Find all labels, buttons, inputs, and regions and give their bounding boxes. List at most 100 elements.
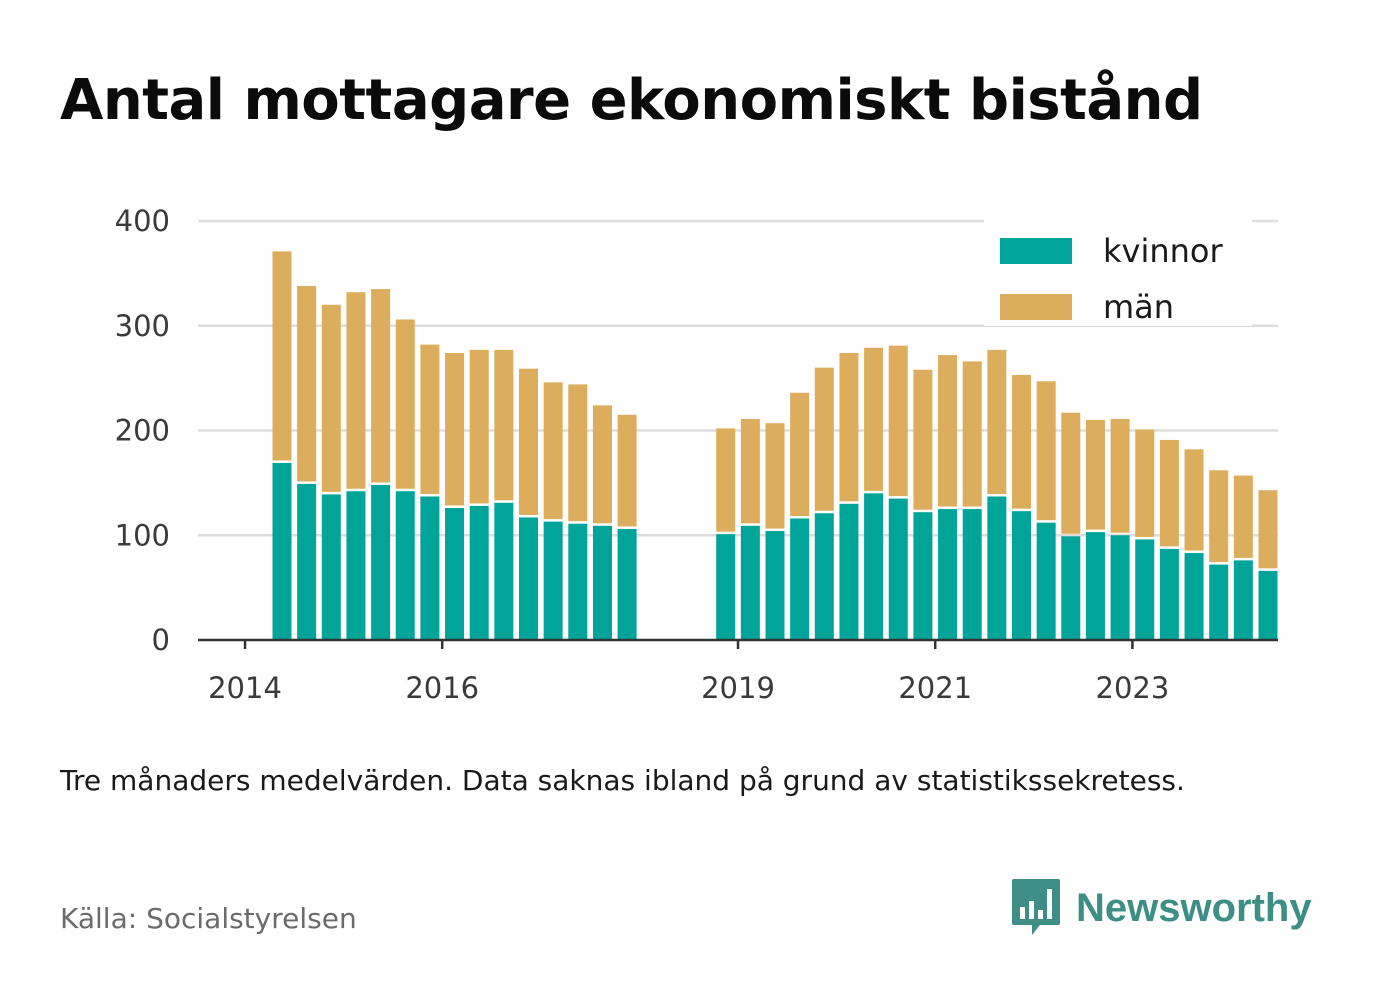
bar-man [1209, 470, 1229, 563]
bar-man [1012, 374, 1031, 509]
bar-kvinnor [321, 494, 341, 640]
bar-kvinnor [1209, 564, 1229, 640]
bars [272, 251, 1278, 640]
bar-man [445, 352, 465, 506]
bar-kvinnor [888, 498, 908, 640]
bar-kvinnor [1258, 570, 1278, 640]
bar-kvinnor [371, 484, 391, 640]
bar-kvinnor [1012, 511, 1031, 640]
bar-kvinnor [469, 505, 489, 640]
bar-man [1036, 381, 1056, 521]
legend-label-man: män [1103, 288, 1174, 326]
chart-title: Antal mottagare ekonomiskt bistånd [60, 68, 1203, 133]
bar-man [1233, 475, 1253, 558]
x-tick-label: 2014 [208, 671, 282, 705]
bar-kvinnor [938, 509, 958, 640]
bar-man [765, 423, 785, 529]
source-label: Källa: Socialstyrelsen [60, 902, 357, 935]
bar-kvinnor [913, 512, 933, 640]
legend-swatch-man [1000, 294, 1072, 320]
bar-man [346, 292, 366, 489]
bar-man [592, 405, 612, 524]
x-tick-label: 2016 [405, 671, 479, 705]
bar-kvinnor [987, 496, 1007, 640]
bar-kvinnor [740, 525, 760, 640]
bar-kvinnor [395, 491, 415, 640]
bar-man [814, 367, 834, 511]
bar-kvinnor [1135, 539, 1155, 640]
bar-man [913, 369, 933, 510]
y-tick-label: 200 [115, 414, 170, 448]
bar-kvinnor [568, 523, 588, 640]
bar-man [543, 382, 563, 520]
bar-man [987, 349, 1007, 494]
bar-man [1159, 439, 1179, 547]
bar-kvinnor [272, 462, 292, 640]
newsworthy-logo-icon [1012, 879, 1060, 935]
x-tick-label: 2019 [701, 671, 775, 705]
y-axis-ticks: 0 100 200 300 400 [115, 204, 170, 657]
bar-man [519, 368, 538, 515]
bar-kvinnor [519, 517, 538, 640]
bar-kvinnor [1110, 535, 1130, 640]
bar-kvinnor [1036, 522, 1056, 640]
brand-logo[interactable]: Newsworthy [1010, 876, 1312, 940]
y-tick-label: 100 [115, 518, 170, 552]
bar-man [1061, 412, 1081, 534]
bar-man [839, 352, 859, 502]
bar-kvinnor [790, 518, 810, 640]
bar-kvinnor [1233, 560, 1253, 640]
bar-kvinnor [814, 513, 834, 640]
legend: kvinnor män [984, 218, 1252, 326]
bar-man [420, 344, 440, 494]
bar-kvinnor [962, 509, 982, 640]
bar-man [938, 355, 958, 507]
bar-man [617, 414, 637, 527]
y-tick-label: 300 [115, 309, 170, 343]
bar-man [1110, 418, 1130, 533]
bar-kvinnor [346, 491, 366, 640]
bar-man [494, 349, 514, 501]
bar-man [395, 319, 415, 489]
x-tick-label: 2023 [1096, 671, 1170, 705]
bar-kvinnor [297, 483, 317, 640]
bar-man [716, 428, 736, 532]
bar-man [1258, 490, 1278, 569]
bar-man [864, 347, 884, 491]
bar-kvinnor [1159, 548, 1179, 640]
y-tick-label: 400 [115, 204, 170, 238]
bar-kvinnor [592, 525, 612, 640]
bar-kvinnor [420, 496, 440, 640]
legend-label-kvinnor: kvinnor [1103, 232, 1224, 270]
bar-kvinnor [1184, 553, 1204, 640]
chart-note: Tre månaders medelvärden. Data saknas ib… [60, 764, 1185, 797]
bar-kvinnor [864, 493, 884, 640]
bar-kvinnor [617, 528, 637, 640]
bar-kvinnor [1061, 536, 1081, 640]
bar-kvinnor [839, 503, 859, 640]
bar-man [371, 289, 391, 483]
bar-man [1085, 420, 1105, 530]
bar-kvinnor [1085, 532, 1105, 640]
bar-kvinnor [494, 502, 514, 640]
bar-man [962, 361, 982, 507]
bar-man [272, 251, 292, 461]
bar-kvinnor [445, 508, 465, 640]
x-tick-label: 2021 [898, 671, 972, 705]
bar-kvinnor [765, 531, 785, 640]
bar-kvinnor [716, 534, 736, 640]
bar-man [1184, 449, 1204, 551]
bar-man [740, 418, 760, 524]
brand-name: Newsworthy [1076, 885, 1312, 930]
bar-man [568, 384, 588, 522]
bar-man [1135, 429, 1155, 537]
bar-man [790, 392, 810, 516]
bar-man [297, 285, 317, 482]
bar-man [888, 345, 908, 497]
y-tick-label: 0 [152, 623, 170, 657]
bar-man [469, 349, 489, 504]
bar-man [321, 304, 341, 492]
bar-kvinnor [543, 521, 563, 640]
x-axis-ticks: 2014 2016 2019 2021 2023 [208, 640, 1169, 705]
legend-swatch-kvinnor [1000, 238, 1072, 264]
